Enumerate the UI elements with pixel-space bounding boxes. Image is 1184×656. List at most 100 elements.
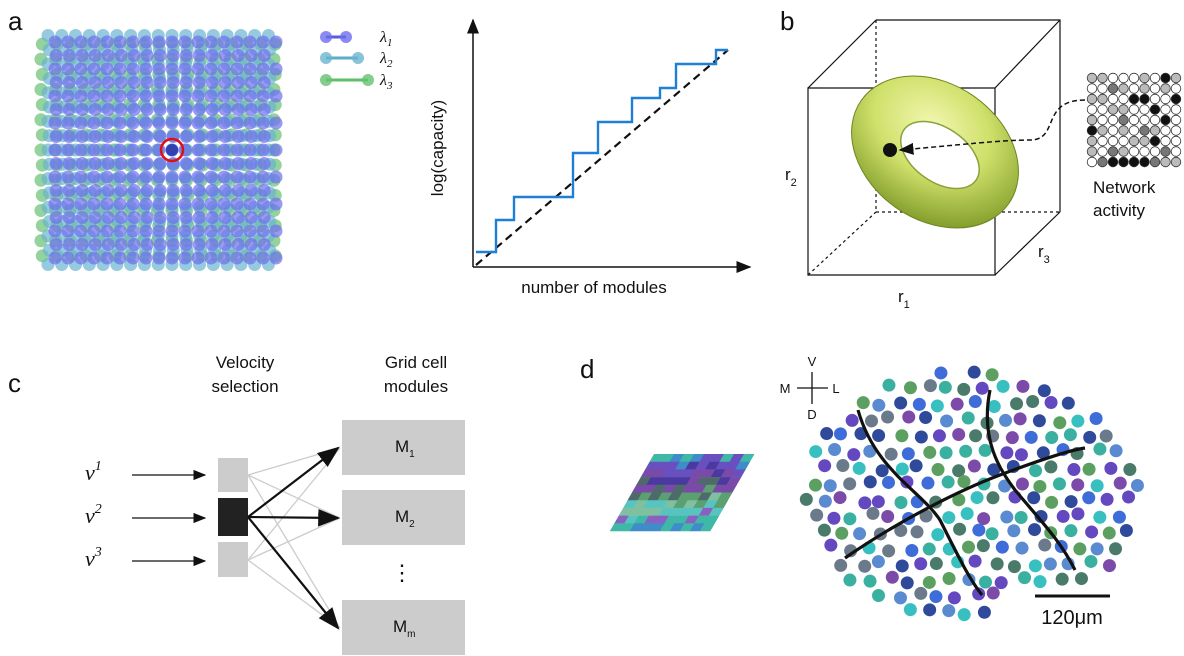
lattice-dot [154, 211, 167, 224]
cell-dot [914, 587, 927, 600]
cell-dot [894, 591, 907, 604]
lattice-dot [192, 198, 205, 211]
lattice-dot [257, 171, 270, 184]
lattice-dot [193, 238, 206, 251]
lattice-dot [140, 36, 153, 49]
lattice-dot [75, 63, 88, 76]
lattice-dot [193, 130, 206, 143]
cell-dot [979, 444, 992, 457]
lattice-dot [50, 157, 63, 170]
cell-dot [818, 459, 831, 472]
lattice-dot [89, 76, 102, 89]
cell-dot [959, 445, 972, 458]
lattice-dot [232, 76, 245, 89]
lattice-dot [180, 157, 193, 170]
cell-dot [818, 524, 831, 537]
cell-dot [1122, 491, 1135, 504]
lattice-dot [114, 90, 127, 103]
cell-dot [1103, 527, 1116, 540]
neuron [1108, 126, 1118, 136]
lattice-dot [258, 103, 271, 116]
cell-dot [1071, 478, 1084, 491]
neuron [1150, 73, 1160, 83]
panel-label: d [580, 354, 594, 384]
lattice-dot [219, 130, 232, 143]
input-label: v3 [85, 545, 102, 571]
lattice-dot [62, 117, 75, 130]
cell-dot [1082, 491, 1095, 504]
lattice-dot [153, 90, 166, 103]
cell-dot [820, 427, 833, 440]
lattice-dot [205, 252, 218, 265]
lattice-dot [89, 238, 102, 251]
neuron [1098, 115, 1108, 125]
neuron [1161, 94, 1171, 104]
lattice-dot [205, 198, 218, 211]
lattice-dot [114, 252, 127, 265]
cell-dot [995, 576, 1008, 589]
cell-dot [1015, 542, 1028, 555]
lattice-dot [166, 63, 179, 76]
lattice-dot [245, 49, 258, 62]
lattice-dot [128, 103, 141, 116]
lattice-dot [258, 130, 271, 143]
cell-dot [843, 574, 856, 587]
lattice-dot [102, 211, 115, 224]
neuron [1140, 73, 1150, 83]
lattice-dot [219, 211, 232, 224]
neuron [1140, 105, 1150, 115]
lattice-dot [49, 90, 62, 103]
lattice-dot [140, 171, 153, 184]
lattice-dot [89, 184, 102, 197]
lattice-dot [76, 211, 89, 224]
neuron [1150, 115, 1160, 125]
cell-dot [1104, 462, 1117, 475]
neuron [1119, 157, 1129, 167]
neuron [1161, 73, 1171, 83]
lattice-dot [179, 63, 192, 76]
neuron [1098, 126, 1108, 136]
axis-label: number of modules [521, 278, 667, 297]
neuron [1129, 94, 1139, 104]
lattice-dot [231, 90, 244, 103]
cell-dot [934, 366, 947, 379]
lattice-dot [127, 90, 140, 103]
neuron [1108, 84, 1118, 94]
lattice-dot [244, 63, 257, 76]
cell-dot [1085, 525, 1098, 538]
lattice-dot [128, 211, 141, 224]
lattice-dot [115, 76, 128, 89]
lattice-dot [232, 238, 245, 251]
lattice-dot [114, 63, 127, 76]
cell-dot [834, 559, 847, 572]
cell-dot [923, 576, 936, 589]
lattice-dot [114, 198, 127, 211]
lattice-dot [218, 225, 231, 238]
cell-dot [942, 604, 955, 617]
neuron [1140, 126, 1150, 136]
lattice-dot [179, 90, 192, 103]
neuron [1087, 73, 1097, 83]
cell-dot [1045, 496, 1058, 509]
lattice-dot [257, 144, 270, 157]
cell-dot [999, 414, 1012, 427]
lattice-dot [180, 103, 193, 116]
neuron [1161, 126, 1171, 136]
neuron [1161, 147, 1171, 157]
lattice-dot [76, 130, 89, 143]
cell-dot [953, 523, 966, 536]
cell-dot [1008, 560, 1021, 573]
neuron [1098, 147, 1108, 157]
neuron [1129, 73, 1139, 83]
lattice-dot [141, 103, 154, 116]
lattice-dot [102, 184, 115, 197]
neuron [1119, 115, 1129, 125]
neuron [1087, 157, 1097, 167]
cell-dot [923, 603, 936, 616]
legend [320, 31, 374, 86]
cell-dot [924, 379, 937, 392]
lattice-dot [141, 211, 154, 224]
cell-dot [1006, 431, 1019, 444]
lattice-dot [127, 144, 140, 157]
cell-dot [943, 572, 956, 585]
